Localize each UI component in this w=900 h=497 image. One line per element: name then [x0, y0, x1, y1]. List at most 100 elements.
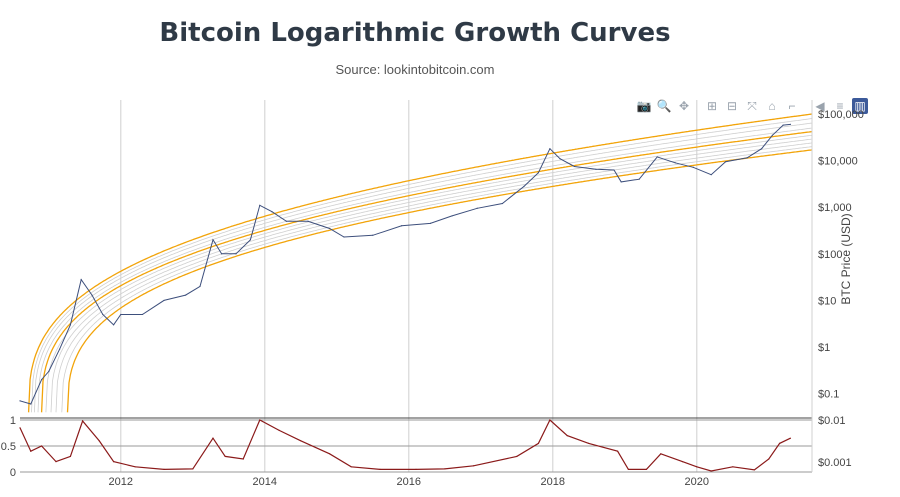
oscillator-tick-label: 0.5: [1, 441, 16, 453]
oscillator-tick-label: 1: [10, 415, 16, 427]
oscillator-point: [82, 420, 84, 422]
btc-price-point: [746, 157, 748, 159]
oscillator-point: [617, 450, 619, 452]
growth-band-line: [40, 130, 812, 413]
camera-icon[interactable]: 📷: [636, 99, 652, 113]
btc-price-point: [429, 222, 431, 224]
btc-price-point: [537, 172, 540, 174]
btc-price-point: [69, 324, 71, 326]
growth-curve-line: [37, 127, 812, 413]
y-tick-label: $1: [818, 342, 830, 354]
oscillator-point: [566, 435, 568, 437]
pan-icon[interactable]: ✥: [678, 99, 690, 113]
btc-price-point: [501, 202, 503, 205]
btc-price-point: [761, 148, 763, 150]
btc-price-point: [307, 220, 309, 222]
btc-price-point: [372, 234, 374, 236]
btc-price-point: [692, 166, 694, 168]
oscillator-point: [113, 461, 115, 463]
btc-price-point: [710, 174, 712, 176]
oscillator-point: [278, 429, 280, 431]
home-icon[interactable]: ⌂: [768, 99, 776, 113]
autoscale-icon[interactable]: ⤧: [747, 99, 757, 113]
oscillator-point: [69, 455, 71, 457]
oscillator-point: [710, 470, 712, 472]
oscillator-point: [379, 468, 381, 470]
btc-price-point: [59, 348, 61, 350]
btc-price-point: [212, 239, 214, 241]
oscillator-point: [98, 440, 100, 442]
oscillator-point: [732, 466, 734, 468]
btc-price-point: [199, 285, 201, 288]
oscillator-point: [224, 455, 226, 457]
btc-price-point: [19, 400, 21, 402]
btc-price-point: [559, 158, 561, 160]
chart-subtitle: Source: lookintobitcoin.com: [335, 62, 495, 77]
oscillator-point: [789, 437, 792, 439]
oscillator-point: [516, 455, 518, 457]
x-tick-label: 2012: [109, 476, 133, 488]
btc-price-point: [343, 236, 345, 238]
oscillator-point: [588, 442, 590, 444]
oscillator-point: [473, 465, 475, 467]
btc-price-point: [523, 185, 525, 187]
zoom-in-icon[interactable]: ⊞: [706, 99, 718, 113]
x-tick-label: 2020: [685, 476, 709, 488]
y-tick-label: $100: [818, 249, 842, 261]
btc-price-point: [613, 169, 615, 171]
btc-price-point: [141, 313, 143, 316]
oscillator-point: [779, 442, 781, 444]
oscillator-line: [19, 419, 791, 472]
oscillator-point: [444, 468, 446, 470]
y2-tick-label: $0.01: [818, 415, 846, 427]
y2-tick-label: $0.001: [818, 457, 852, 469]
spike-lines-icon[interactable]: ⌐: [788, 99, 796, 113]
plotly-logo-icon[interactable]: ▥: [852, 98, 868, 114]
btc-price-point: [401, 225, 403, 227]
btc-price-point: [573, 165, 576, 168]
btc-price-point: [48, 370, 50, 372]
btc-price-point: [789, 123, 792, 125]
btc-price-point: [595, 168, 597, 170]
oscillator-point: [537, 442, 540, 444]
btc-price-point: [674, 162, 676, 164]
x-tick-label: 2018: [541, 476, 565, 488]
oscillator-point: [696, 466, 698, 468]
x-tick-label: 2014: [253, 476, 277, 488]
btc-price-point: [620, 181, 622, 183]
growth-curve-line: [61, 146, 812, 413]
x-tick-label: 2016: [397, 476, 421, 488]
oscillator-point: [242, 458, 244, 460]
zoom-icon[interactable]: 🔍: [656, 99, 672, 113]
growth-curve-line: [50, 138, 812, 413]
oscillator-point: [549, 419, 551, 421]
btc-price-point: [80, 278, 82, 281]
oscillator-point: [134, 466, 136, 468]
btc-price-point: [285, 220, 287, 222]
hover-closest-icon[interactable]: ◀: [815, 99, 825, 113]
btc-price-point: [163, 299, 165, 302]
oscillator-point: [627, 468, 630, 470]
oscillator-point: [192, 468, 194, 470]
btc-price-point: [549, 148, 551, 150]
oscillator-point: [300, 440, 302, 442]
oscillator-point: [645, 468, 648, 470]
chart-modebar: 📷 🔍 ✥ ⊞ ⊟ ⤧ ⌂ ⌐ ◀ ≡ ▥: [636, 98, 868, 114]
oscillator-point: [660, 453, 662, 455]
oscillator-point: [41, 445, 43, 447]
y-tick-label: $100,000: [818, 109, 864, 121]
y-tick-label: $1,000: [818, 202, 852, 214]
btc-price-point: [476, 207, 478, 209]
btc-price-point: [41, 379, 43, 381]
y-axis-title: BTC Price (USD): [839, 213, 853, 304]
btc-price-point: [271, 211, 273, 213]
chart-title: Bitcoin Logarithmic Growth Curves: [159, 18, 671, 48]
btc-price-point: [113, 324, 115, 326]
btc-price-point: [91, 294, 93, 296]
zoom-out-icon[interactable]: ⊟: [726, 99, 738, 113]
growth-curve-line: [34, 122, 812, 413]
oscillator-point: [259, 419, 261, 421]
oscillator-point: [753, 469, 756, 471]
hover-compare-icon[interactable]: ≡: [836, 99, 844, 113]
